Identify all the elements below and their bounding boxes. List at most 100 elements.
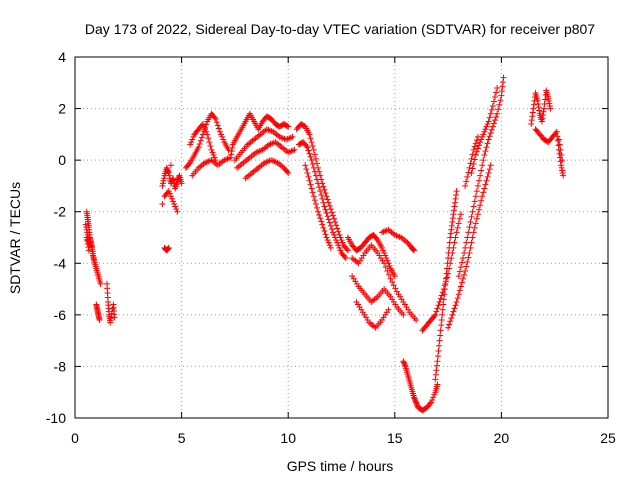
y-tick-label: -10: [46, 410, 66, 426]
data-point: [448, 315, 455, 322]
plot-frame: [74, 56, 609, 419]
data-point: [487, 162, 494, 169]
data-point: [432, 376, 439, 383]
data-point: [324, 213, 331, 220]
data-point: [446, 244, 453, 251]
data-point: [452, 199, 459, 206]
data-point: [159, 200, 166, 207]
data-point: [457, 211, 464, 218]
data-point: [186, 161, 193, 168]
data-point: [435, 302, 442, 309]
data-point: [538, 118, 545, 125]
data-point: [463, 263, 470, 270]
data-point: [335, 242, 342, 249]
data-point: [390, 282, 397, 289]
data-point: [210, 151, 217, 158]
data-point: [480, 157, 487, 164]
data-point: [167, 162, 174, 169]
data-point: [446, 321, 453, 328]
x-tick-label: 15: [387, 430, 403, 446]
data-point: [391, 273, 398, 280]
data-point: [494, 110, 501, 117]
data-point: [472, 140, 479, 147]
data-point: [337, 247, 344, 254]
data-point: [449, 311, 456, 318]
data-point: [163, 164, 170, 171]
data-point: [333, 222, 340, 229]
data-point: [456, 215, 463, 222]
data-point: [322, 190, 329, 197]
data-point: [446, 239, 453, 246]
data-point: [454, 224, 461, 231]
data-point: [450, 211, 457, 218]
data-point: [474, 145, 481, 152]
data-point: [309, 142, 316, 149]
data-point: [437, 332, 444, 339]
data-point: [211, 154, 218, 161]
data-point: [458, 259, 465, 266]
data-point: [321, 186, 328, 193]
data-point: [434, 381, 441, 388]
data-points: [82, 74, 567, 414]
data-point: [443, 270, 450, 277]
data-point: [449, 219, 456, 226]
data-point: [306, 131, 313, 138]
data-point: [400, 359, 407, 366]
data-point: [483, 123, 490, 130]
data-point: [471, 198, 478, 205]
data-point: [302, 162, 309, 169]
data-point: [159, 180, 166, 187]
data-point: [214, 122, 221, 129]
data-point: [482, 181, 489, 188]
data-point: [432, 311, 439, 318]
data-point: [400, 358, 407, 365]
data-point: [445, 255, 452, 262]
data-point: [460, 255, 467, 262]
data-point: [311, 197, 318, 204]
data-point: [436, 337, 443, 344]
data-point: [285, 123, 292, 130]
data-point: [485, 136, 492, 143]
data-point: [428, 399, 435, 406]
data-point: [462, 268, 469, 275]
data-point: [455, 273, 462, 280]
data-point: [473, 137, 480, 144]
data-point: [164, 246, 171, 253]
data-point: [209, 149, 216, 156]
data-point: [323, 234, 330, 241]
y-tick-label: -8: [54, 358, 67, 374]
data-point: [469, 208, 476, 215]
data-point: [463, 239, 470, 246]
data-point: [159, 182, 166, 189]
data-point: [444, 274, 451, 281]
data-point: [323, 193, 330, 200]
data-point: [480, 189, 487, 196]
data-point: [311, 151, 318, 158]
data-point: [433, 308, 440, 315]
data-point: [412, 398, 419, 405]
data-point: [450, 308, 457, 315]
x-tick-label: 20: [494, 430, 510, 446]
data-point: [465, 169, 472, 176]
data-point: [164, 166, 171, 173]
data-point: [499, 83, 506, 90]
data-point: [467, 244, 474, 251]
data-point: [478, 136, 485, 143]
data-point: [307, 153, 314, 160]
data-point: [189, 136, 196, 143]
data-point: [438, 322, 445, 329]
data-point: [170, 175, 177, 182]
data-point: [482, 148, 489, 155]
data-point: [385, 306, 392, 313]
data-point: [464, 258, 471, 265]
data-point: [111, 314, 118, 321]
data-point: [468, 239, 475, 246]
data-point: [493, 113, 500, 120]
data-point: [559, 167, 566, 174]
data-point: [308, 157, 315, 164]
data-point: [490, 120, 497, 127]
data-point: [85, 247, 92, 254]
data-point: [392, 285, 399, 292]
data-point: [409, 246, 416, 253]
